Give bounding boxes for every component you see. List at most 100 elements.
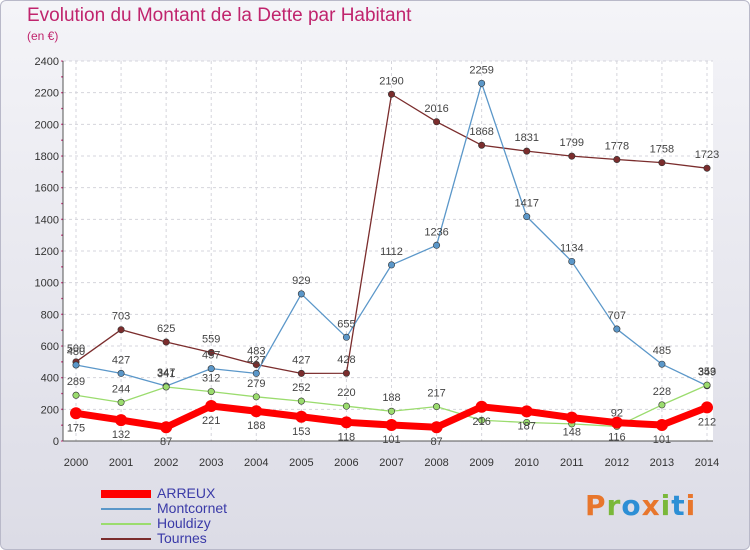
data-point-montcornet <box>207 365 215 373</box>
data-label: 1134 <box>560 242 584 254</box>
y-tick-label: 0 <box>53 436 59 448</box>
data-point-montcornet <box>478 79 486 87</box>
x-tick-label: 2010 <box>514 457 538 469</box>
legend-swatch <box>101 523 151 525</box>
data-label: 480 <box>67 346 85 358</box>
data-label: 353 <box>698 366 716 378</box>
data-point-montcornet <box>613 325 621 333</box>
data-label: 289 <box>67 376 85 388</box>
data-label: 428 <box>337 354 355 366</box>
data-label: 485 <box>653 345 671 357</box>
data-point-tournes <box>433 118 441 126</box>
x-tick-label: 2000 <box>64 457 88 469</box>
y-tick-label: 1400 <box>35 214 59 226</box>
data-point-houldizy <box>478 416 486 424</box>
y-tick-dot <box>61 250 63 252</box>
data-label: 427 <box>247 354 265 366</box>
data-label: 707 <box>608 310 626 322</box>
chart-title: Evolution du Montant de la Dette par Hab… <box>27 5 412 26</box>
data-point-arreux <box>115 414 128 427</box>
x-tick-label: 2006 <box>334 457 358 469</box>
data-point-tournes <box>297 369 305 377</box>
data-label: 2190 <box>379 75 403 87</box>
logo-letter: i <box>685 489 697 522</box>
y-tick-dot <box>61 297 63 300</box>
legend-swatch <box>101 490 151 498</box>
x-tick-label: 2011 <box>560 457 584 469</box>
data-point-houldizy <box>387 407 395 415</box>
data-label: 427 <box>292 354 310 366</box>
data-point-houldizy <box>117 398 125 406</box>
data-point-arreux <box>295 410 308 423</box>
data-point-houldizy <box>523 418 531 426</box>
x-tick-label: 2001 <box>109 457 133 469</box>
data-label: 2016 <box>424 103 448 115</box>
y-tick-dot <box>61 408 63 411</box>
y-tick-dot <box>61 329 63 331</box>
data-point-tournes <box>613 155 621 163</box>
logo-letter: r <box>606 489 622 522</box>
data-label: 1236 <box>424 226 448 238</box>
data-point-montcornet <box>523 213 531 221</box>
legend-label: Tournes <box>157 530 207 546</box>
y-tick-label: 600 <box>41 341 59 353</box>
y-tick-dot <box>61 218 63 221</box>
y-tick-dot <box>61 345 63 347</box>
data-point-arreux <box>385 419 398 432</box>
x-tick-label: 2002 <box>154 457 178 469</box>
y-tick-dot <box>61 234 63 236</box>
y-tick-dot <box>61 155 63 157</box>
x-tick-label: 2013 <box>650 457 674 469</box>
data-label: 175 <box>67 422 85 434</box>
data-label: 221 <box>202 415 220 427</box>
data-point-tournes <box>703 164 711 172</box>
data-point-tournes <box>478 141 486 149</box>
data-label: 148 <box>563 427 581 439</box>
data-label: 220 <box>337 387 355 399</box>
data-point-houldizy <box>72 391 80 399</box>
y-tick-dot <box>61 202 63 205</box>
data-point-arreux <box>565 411 578 424</box>
y-tick-label: 1200 <box>35 246 59 258</box>
data-point-tournes <box>523 147 531 155</box>
data-point-tournes <box>162 338 170 346</box>
data-point-arreux <box>250 405 263 418</box>
data-label: 1112 <box>380 246 403 258</box>
logo-letter: x <box>641 489 661 522</box>
x-tick-label: 2004 <box>244 457 268 469</box>
data-label: 153 <box>292 426 310 438</box>
data-point-houldizy <box>162 383 170 391</box>
y-tick-dot <box>61 376 63 379</box>
data-point-montcornet <box>342 333 350 341</box>
data-label: 347 <box>157 367 175 379</box>
data-label: 1417 <box>514 198 538 210</box>
x-tick-label: 2005 <box>289 457 313 469</box>
y-tick-dot <box>61 107 63 110</box>
data-label: 87 <box>160 436 172 448</box>
data-label: 132 <box>112 429 130 441</box>
data-label: 427 <box>112 354 130 366</box>
data-label: 1778 <box>605 140 629 152</box>
y-tick-dot <box>61 392 63 395</box>
data-label: 187 <box>518 420 536 432</box>
data-label: 457 <box>202 350 220 362</box>
data-point-arreux <box>70 407 82 420</box>
data-point-arreux <box>430 421 443 434</box>
data-label: 655 <box>337 318 355 330</box>
data-point-montcornet <box>387 261 395 269</box>
data-point-houldizy <box>207 388 215 396</box>
x-tick-label: 2009 <box>469 457 493 469</box>
y-tick-dot <box>61 266 63 268</box>
y-tick-dot <box>61 313 63 316</box>
data-point-arreux <box>205 400 218 413</box>
data-label: 216 <box>472 416 490 428</box>
data-point-tournes <box>207 348 215 356</box>
data-point-montcornet <box>117 369 125 377</box>
data-point-arreux <box>340 416 353 429</box>
data-point-houldizy <box>342 402 350 410</box>
y-tick-label: 2200 <box>35 88 59 100</box>
data-point-tournes <box>117 326 125 334</box>
legend-label: ARREUX <box>157 485 216 501</box>
x-tick-label: 2003 <box>199 457 223 469</box>
y-tick-label: 2000 <box>35 119 59 131</box>
